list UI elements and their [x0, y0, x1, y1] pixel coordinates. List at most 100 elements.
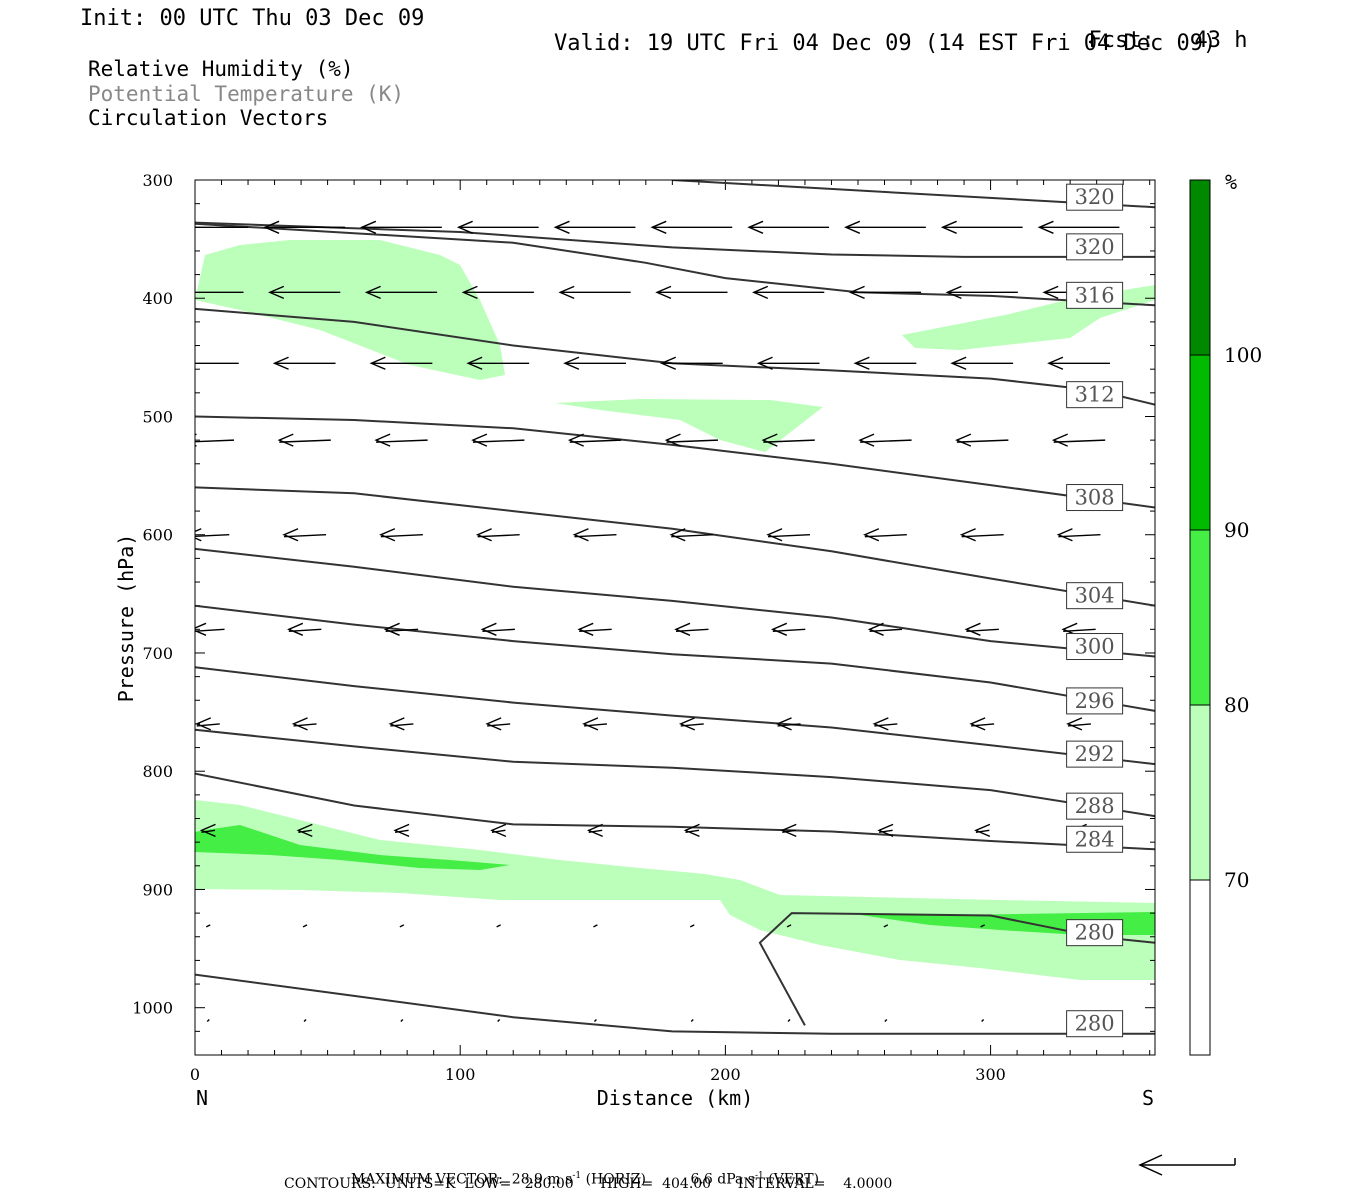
circulation-vector-head: [659, 356, 677, 370]
theta-contour-label-box: [1066, 919, 1124, 947]
circulation-vector-head: [199, 823, 216, 837]
legend-theta: Potential Temperature (K): [88, 82, 405, 106]
circulation-vector-head: [296, 823, 313, 837]
circulation-vector-head: [586, 823, 603, 837]
circulation-vector-shaft: [961, 534, 1004, 538]
circulation-vector-head: [178, 357, 192, 369]
colorbar: 70 80 90 100: [1189, 179, 1262, 1056]
colorbar-swatch: [1189, 354, 1211, 531]
circulation-vector-head: [383, 622, 400, 636]
legend-vectors: Circulation Vectors: [88, 106, 329, 130]
circulation-vector-shaft: [574, 534, 617, 538]
theta-contour-label-box: [1066, 825, 1124, 853]
circulation-vector-head: [853, 356, 870, 370]
circulation-vector-head: [771, 622, 788, 636]
circulation-vector-head: [945, 285, 962, 299]
x-tick-label: 100: [445, 1065, 476, 1084]
theta-contour-label: 288: [1075, 794, 1115, 818]
theta-contour-line: [195, 728, 1155, 818]
theta-contour-line: [195, 547, 1155, 658]
circulation-vector-head: [756, 356, 773, 370]
legend-rh: Relative Humidity (%): [88, 57, 354, 81]
circulation-vector-head: [277, 433, 294, 447]
circulation-vector-head: [872, 717, 889, 731]
x-axis-title: Distance (km): [597, 1086, 754, 1110]
horiz-tag: (HORIZ): [585, 1171, 646, 1188]
theta-contour-label-box: [1066, 633, 1124, 661]
circulation-vector-shaft: [195, 439, 235, 443]
circulation-vector-head: [471, 433, 488, 447]
circulation-vector-head: [272, 356, 289, 370]
theta-contour-label: 320: [1075, 235, 1115, 259]
circulation-vector-shaft: [980, 924, 985, 928]
circulation-vector-head: [577, 622, 594, 636]
left-end-label: N: [196, 1086, 208, 1110]
circulation-vector-shaft: [593, 1019, 597, 1023]
circulation-vector-shaft: [569, 439, 622, 443]
circulation-vector-shaft: [864, 534, 907, 538]
circulation-vector-shaft: [690, 1019, 694, 1023]
circulation-vector-head: [1042, 285, 1059, 299]
y-tick-label: 1000: [132, 999, 173, 1018]
y-axis-title: Pressure (hPa): [114, 534, 138, 703]
circulation-vector-shaft: [206, 1019, 210, 1023]
circulation-vector-shaft: [671, 534, 714, 538]
circulation-vector-head: [582, 717, 599, 731]
circulation-vector-head: [195, 717, 212, 731]
max-vector-line: MAXIMUM VECTOR: 28.9 m s-1 (HORIZ) 6.6 d…: [342, 1158, 819, 1187]
circulation-vectors: [178, 220, 1120, 1023]
theta-contour-label-box: [1066, 740, 1124, 768]
max-horiz-exponent: -1: [572, 1171, 582, 1181]
colorbar-level-label: 80: [1224, 693, 1249, 717]
circulation-vector-head: [291, 717, 308, 731]
reference-vector-arrow: [1138, 1154, 1236, 1176]
circulation-vector-head: [678, 717, 696, 731]
x-tick-label: 0: [190, 1065, 200, 1084]
vert-tag: (VERT): [768, 1171, 820, 1188]
rh-shading: [195, 240, 1155, 980]
circulation-vector-head: [1047, 356, 1064, 370]
circulation-vector-head: [950, 356, 967, 370]
circulation-vector-head: [844, 220, 861, 234]
circulation-vector-head: [1037, 220, 1054, 234]
theta-contour-line: [195, 222, 1155, 307]
circulation-vector-shaft: [956, 439, 1009, 443]
circulation-vector-shaft: [860, 439, 912, 443]
circulation-vector-head: [867, 622, 884, 636]
circulation-vector-head: [364, 285, 381, 299]
colorbar-level-label: 90: [1224, 518, 1249, 542]
circulation-vector-head: [466, 356, 483, 370]
circulation-vector-head: [863, 528, 880, 542]
circulation-vector-head: [379, 528, 396, 542]
theta-contour-label-box: [1066, 792, 1124, 820]
circulation-vector-head: [683, 823, 700, 837]
theta-contour-label: 284: [1075, 827, 1115, 851]
theta-contour-label: 296: [1075, 689, 1115, 713]
circulation-vector-shaft: [302, 924, 308, 928]
theta-contour-label-box: [1066, 1010, 1124, 1038]
circulation-vector-shaft: [883, 924, 889, 928]
y-tick-label: 500: [142, 407, 173, 426]
colorbar-unit: %: [1225, 170, 1237, 194]
circulation-vector-head: [456, 220, 473, 234]
theta-contour-labels: 320 320 316 312 308 304 300 296 292 288 284 280 280: [1066, 183, 1124, 1038]
circulation-vector-shaft: [787, 1019, 791, 1023]
circulation-vector-head: [1051, 433, 1068, 447]
circulation-vector-head: [553, 220, 570, 234]
circulation-vector-shaft: [786, 924, 792, 928]
theta-contour-label: 280: [1075, 1012, 1115, 1036]
y-tick-label: 900: [142, 880, 173, 899]
y-tick-label: 400: [142, 289, 173, 308]
circulation-vector-head: [360, 220, 377, 234]
circulation-vector-head: [848, 285, 865, 299]
theta-contour-line: [195, 486, 1155, 607]
circulation-vector-head: [195, 622, 207, 636]
theta-contour-label-box: [1066, 281, 1124, 309]
circulation-vector-shaft: [884, 1019, 888, 1023]
axis-labels: 300 400 500 600 700 800 900 1000 0 100 200 300: [132, 171, 1006, 1084]
plot-frame: [194, 179, 1156, 1056]
circulation-vector-head: [655, 285, 672, 299]
contours-info: CONTOURS: UNITS=K LOW= 280.00 HIGH= 404.…: [284, 1176, 893, 1192]
colorbar-swatch: [1189, 704, 1211, 881]
forecast-value: 43 h: [1194, 28, 1248, 53]
